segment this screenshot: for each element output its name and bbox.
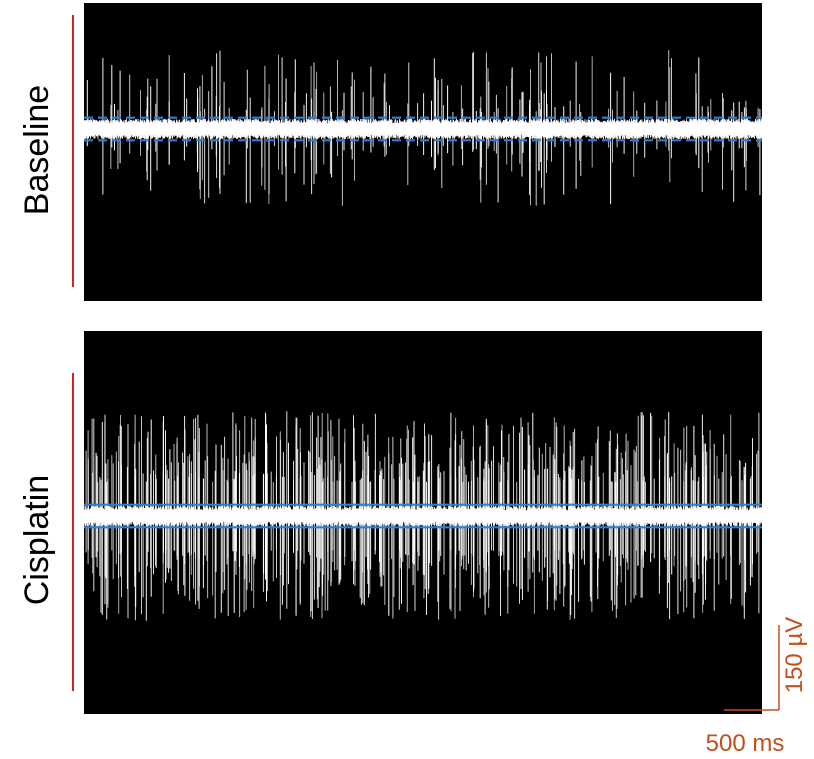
scale-bar-time-label: 500 ms	[706, 730, 785, 757]
panel-cisplatin: Cisplatin	[18, 331, 763, 714]
scale-bar-voltage-label: 150 µV	[781, 617, 808, 694]
row-label-baseline: Baseline	[18, 85, 56, 215]
panel-baseline: Baseline	[18, 3, 763, 301]
trace-panel-baseline	[84, 3, 762, 301]
row-label-cisplatin: Cisplatin	[18, 475, 56, 605]
scale-bar: 150 µV 500 ms	[706, 617, 808, 757]
trace-cisplatin	[83, 411, 763, 621]
